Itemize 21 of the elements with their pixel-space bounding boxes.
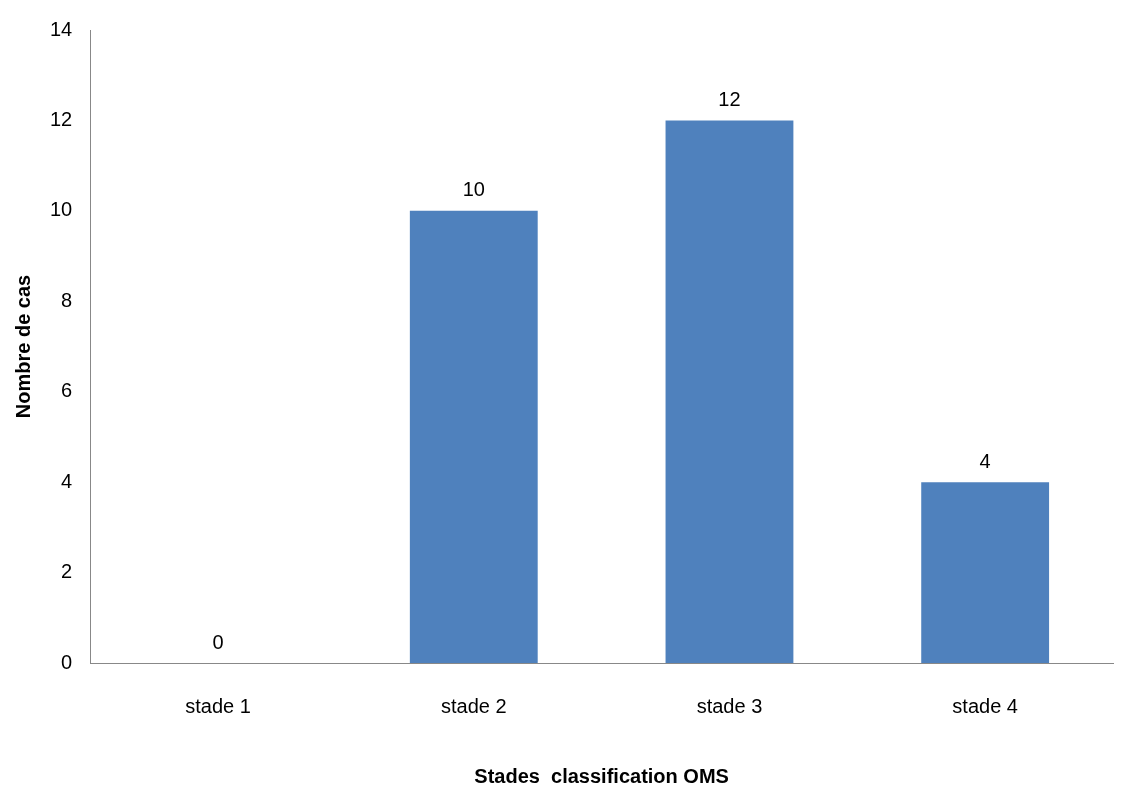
- y-tick-label: 12: [50, 107, 73, 130]
- y-tick-label: 8: [61, 288, 73, 311]
- data-label: 10: [462, 178, 485, 201]
- y-tick-label: 14: [50, 17, 73, 40]
- y-axis-title: Nombre de cas: [11, 274, 34, 419]
- data-label: 4: [979, 449, 991, 472]
- bar: [921, 482, 1050, 663]
- x-tick-label: stade 1: [185, 694, 251, 717]
- y-tick-label: 0: [61, 650, 73, 673]
- y-tick-label: 6: [61, 379, 73, 402]
- data-label: 0: [212, 630, 224, 653]
- x-tick-label: stade 3: [696, 694, 763, 717]
- y-tick-label: 4: [61, 469, 73, 492]
- x-axis-title: Stades classification OMS: [474, 764, 729, 787]
- y-tick-label: 2: [61, 560, 73, 583]
- x-tick-label: stade 2: [440, 694, 507, 717]
- data-label: 12: [718, 87, 741, 110]
- y-tick-label: 10: [50, 198, 73, 221]
- x-tick-label: stade 4: [952, 694, 1018, 717]
- bar: [409, 210, 538, 663]
- bar: [665, 120, 794, 663]
